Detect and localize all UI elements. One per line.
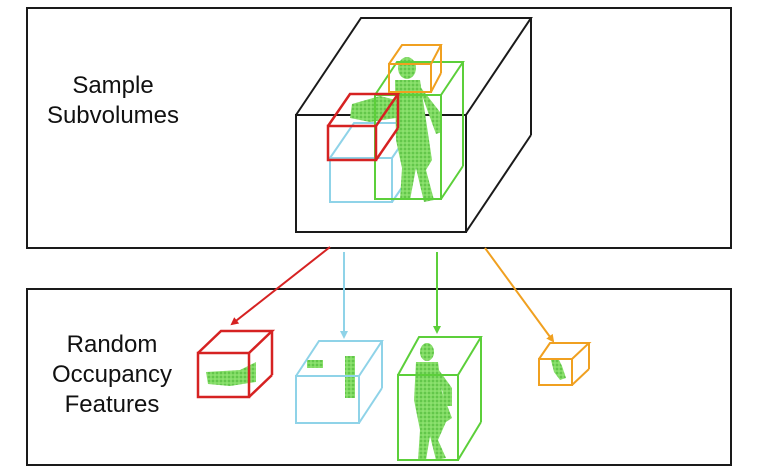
orange-subvolume bbox=[388, 44, 443, 93]
orange-feature-box bbox=[538, 342, 592, 386]
top-panel bbox=[26, 7, 732, 249]
bottom-label-line-1: Random bbox=[66, 331, 158, 358]
top-label-line-2: Subvolumes bbox=[46, 102, 180, 129]
bottom-label-line-3: Features bbox=[64, 391, 160, 418]
top-label-line-1: Sample bbox=[72, 72, 154, 99]
green-subvolume bbox=[374, 61, 465, 200]
red-arrow bbox=[230, 246, 331, 326]
bottom-panel bbox=[26, 288, 732, 466]
person-point-cloud bbox=[395, 57, 442, 202]
bottom-panel-label: Random Occupancy Features bbox=[42, 330, 182, 420]
red-feature-box bbox=[196, 329, 276, 399]
green-feature-box bbox=[397, 336, 483, 461]
orange-arrow bbox=[484, 247, 555, 343]
cyan-feature-box bbox=[295, 340, 384, 424]
bottom-label-line-2: Occupancy bbox=[51, 361, 173, 388]
red-subvolume bbox=[326, 92, 401, 162]
top-panel-label: Sample Subvolumes bbox=[38, 71, 188, 131]
